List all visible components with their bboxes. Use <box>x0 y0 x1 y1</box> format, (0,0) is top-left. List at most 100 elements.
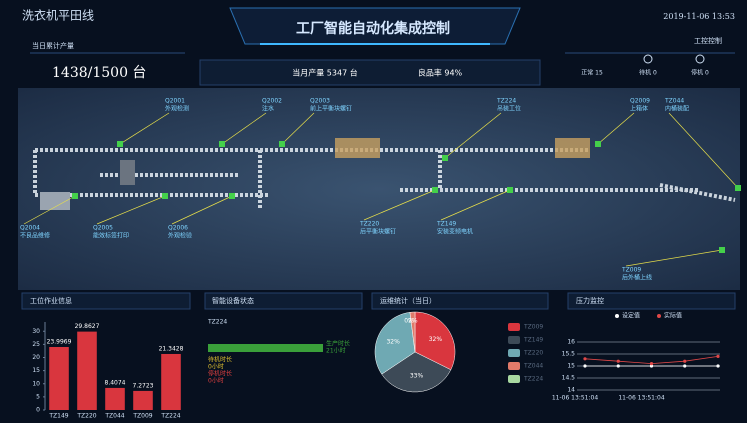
y-tick-label: 5 <box>36 393 40 400</box>
point <box>683 359 687 363</box>
leader-line <box>625 249 723 267</box>
stopped-count: 停机 0 <box>691 69 709 77</box>
leader-line <box>221 112 267 145</box>
y-tick-label: 25 <box>32 341 40 348</box>
status-label: 停机时长 <box>208 370 232 378</box>
legend-marker <box>657 314 661 318</box>
station-name: 外观检验 <box>168 232 192 240</box>
title-frame <box>229 7 521 45</box>
station-marker <box>432 187 438 193</box>
station-marker <box>117 141 123 147</box>
station-code: TZ149 <box>436 221 456 228</box>
station-marker <box>595 141 601 147</box>
station-marker <box>719 247 725 253</box>
station-name: 吊装工位 <box>497 105 521 113</box>
legend-swatch <box>508 349 520 357</box>
leader-line <box>440 189 511 221</box>
panel-title: 智能设备状态 <box>212 296 254 305</box>
control-link[interactable]: 工控控制 <box>694 36 722 45</box>
slice-label: 32% <box>386 339 400 346</box>
station: TZ224 <box>207 319 227 326</box>
y-tick-label: 15 <box>32 367 40 374</box>
station-code: Q2002 <box>262 98 282 105</box>
leader-line <box>281 112 315 145</box>
leader-line <box>363 189 436 221</box>
y-tick-label: 0 <box>36 407 40 414</box>
leader-line <box>597 112 635 145</box>
legend-marker <box>615 314 619 318</box>
value-label: 29.8627 <box>75 323 100 330</box>
station-name: 后平衡块螺钉 <box>360 228 396 236</box>
station-name: 不良品维修 <box>20 232 50 240</box>
machine <box>335 138 380 158</box>
point <box>583 357 587 361</box>
legend-label: 设定值 <box>622 312 640 320</box>
legend-label: 实际值 <box>664 312 682 320</box>
station-name: 上箱体 <box>630 105 648 113</box>
station-marker <box>442 155 448 161</box>
leader-line <box>96 195 166 225</box>
y-tick-label: 20 <box>32 354 40 361</box>
value-label: 8.4074 <box>105 379 126 386</box>
summary-box <box>199 59 541 86</box>
station-name: 前上平衡块螺钉 <box>310 105 352 113</box>
station-code: TZ009 <box>621 267 641 274</box>
station-marker <box>162 193 168 199</box>
point <box>616 359 620 363</box>
pie-slice <box>409 311 416 353</box>
status-value: 0小时 <box>208 363 224 371</box>
legend-label: TZ224 <box>523 376 543 383</box>
station-marker <box>72 193 78 199</box>
x-tick-label: TZ149 <box>48 413 68 420</box>
station-marker <box>735 185 741 191</box>
slice-label: 32% <box>429 336 443 343</box>
status-value: 0小时 <box>208 377 224 385</box>
daily-label: 当日累计产量 <box>32 41 74 50</box>
legend-label: TZ149 <box>523 337 543 344</box>
leader-line <box>119 112 170 145</box>
station-code: Q2005 <box>93 225 113 232</box>
station-code: TZ220 <box>359 221 379 228</box>
daily-value: 1438/1500 台 <box>52 65 146 81</box>
pie-slice <box>381 351 452 393</box>
status-label: 待机时长 <box>208 356 232 364</box>
slice-label: 0% <box>404 318 414 325</box>
point <box>649 364 654 368</box>
x-tick-label: TZ220 <box>76 413 96 420</box>
yield-rate: 良品率 94% <box>418 68 463 78</box>
panel-header <box>371 292 549 310</box>
station-marker <box>507 187 513 193</box>
station-name: 内桶装配 <box>665 105 689 113</box>
bar <box>133 390 153 410</box>
x-tick-label: TZ224 <box>160 413 180 420</box>
slice-label: 2% <box>408 318 418 325</box>
x-tick-label: 11-06 13:51:04 <box>618 395 664 402</box>
station-name: 安装变频电机 <box>437 228 473 236</box>
bar <box>77 331 97 410</box>
x-tick-label: TZ009 <box>132 413 152 420</box>
leader-line <box>171 195 233 225</box>
pie-slice <box>374 312 416 375</box>
panel-header <box>567 292 736 310</box>
bar <box>49 347 69 410</box>
machine <box>120 160 135 185</box>
station-code: Q2003 <box>310 98 330 105</box>
page-title: 工厂智能自动化集成控制 <box>296 20 450 37</box>
bar <box>161 353 181 410</box>
bar <box>105 387 125 410</box>
point <box>649 362 654 366</box>
machine <box>40 192 70 210</box>
y-tick-label: 14 <box>567 387 575 394</box>
panel-header <box>204 292 363 310</box>
station-name: 能效标签打印 <box>93 232 129 240</box>
production-bar <box>208 344 323 352</box>
legend-label: TZ044 <box>523 363 543 370</box>
station-code: Q2006 <box>168 225 188 232</box>
leader-line <box>668 112 739 189</box>
leader-line <box>444 112 502 159</box>
monthly-output: 当月产量 5347 台 <box>292 68 357 78</box>
status-value: 21小时 <box>326 347 346 355</box>
legend-swatch <box>508 375 520 383</box>
status-label: 生产时长 <box>326 340 350 348</box>
standby-count: 待机 0 <box>639 69 657 77</box>
